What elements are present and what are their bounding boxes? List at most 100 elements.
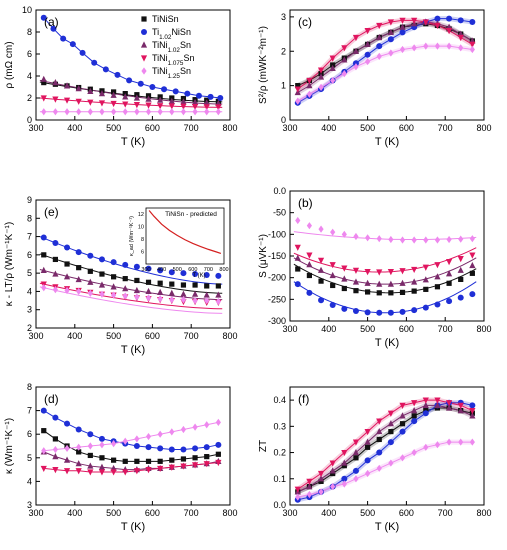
data-point xyxy=(60,35,67,42)
data-point xyxy=(192,108,198,116)
y-axis-label: κ - LT/ρ (Wm⁻¹K⁻¹) xyxy=(4,222,15,306)
data-point xyxy=(306,77,313,85)
y-tick-label: -200 xyxy=(268,273,286,283)
data-point xyxy=(180,103,187,110)
data-point xyxy=(111,457,117,463)
inset: 300 400 500 600 700 800 6 8 10 12 TiNiSn - predict… xyxy=(129,207,229,279)
data-point xyxy=(306,90,312,98)
data-point xyxy=(446,235,452,244)
data-point xyxy=(204,283,210,289)
x-tick-label: 600 xyxy=(399,508,414,518)
data-point xyxy=(411,17,418,24)
x-tick-label: 700 xyxy=(438,508,453,518)
plot-frame xyxy=(35,386,231,506)
x-axis-label: T (K) xyxy=(375,337,399,349)
data-point xyxy=(387,420,394,427)
data-point xyxy=(157,295,163,303)
data-point xyxy=(306,82,313,89)
data-point xyxy=(294,86,301,93)
data-point xyxy=(446,280,452,286)
data-point xyxy=(52,414,59,421)
fit-line xyxy=(39,236,223,285)
data-point xyxy=(399,45,406,54)
x-tick-label: 600 xyxy=(145,508,160,518)
x-tick-label: 400 xyxy=(321,123,336,133)
data-point xyxy=(157,288,164,295)
data-point xyxy=(98,256,105,263)
data-point xyxy=(329,460,336,467)
panel-label: (b) xyxy=(298,196,313,210)
fit-line xyxy=(297,18,473,104)
data-point xyxy=(76,449,82,455)
legend-label-3: TiNi1.075Sn xyxy=(152,53,194,67)
data-point xyxy=(411,266,418,274)
data-point xyxy=(318,83,324,91)
data-point xyxy=(52,108,58,116)
data-point xyxy=(399,23,406,30)
data-point xyxy=(52,256,58,263)
data-point xyxy=(180,456,187,462)
data-point xyxy=(399,279,406,286)
legend-label-2-part: 1.02 xyxy=(168,47,181,54)
x-tick-label: 500 xyxy=(106,508,121,518)
inset-x-tick-label: 600 xyxy=(188,267,197,273)
legend-marker xyxy=(140,55,148,62)
data-point xyxy=(157,430,163,438)
data-point xyxy=(87,289,93,297)
data-point xyxy=(411,407,418,414)
data-point xyxy=(122,101,129,108)
data-point xyxy=(376,309,383,316)
data-point xyxy=(399,289,406,295)
data-point xyxy=(352,278,360,285)
data-point xyxy=(353,63,359,71)
y-axis-label: S²/ρ (mWK⁻²m⁻¹) xyxy=(258,26,269,104)
data-point xyxy=(145,279,152,285)
data-point xyxy=(446,15,453,22)
data-point xyxy=(399,236,406,244)
data-point xyxy=(63,456,71,463)
x-tick-label: 700 xyxy=(184,508,199,518)
plot-frame xyxy=(35,199,231,329)
fit-line xyxy=(39,282,223,310)
panel-e: 300 400 500 600 700 800 T (K) 2 3 4 5 6 7 8 9 κ - LT/ρ … xyxy=(4,195,238,356)
y-tick-label: -50 xyxy=(273,208,286,218)
fit-line xyxy=(43,410,219,451)
data-point xyxy=(376,269,383,276)
data-point xyxy=(192,445,199,452)
data-point xyxy=(317,73,325,80)
data-point xyxy=(133,263,140,270)
data-point xyxy=(422,276,429,283)
data-point xyxy=(469,412,476,419)
fit-line xyxy=(293,263,477,294)
legend: TiNiSnTi1.02NiSnTiNi1.02SnTiNi1.075SnTiN… xyxy=(140,14,194,80)
data-point xyxy=(365,469,371,478)
y-tick-label: 0.2 xyxy=(273,448,286,458)
data-point xyxy=(215,297,221,306)
y-tick-label: 8 xyxy=(27,382,32,392)
data-point xyxy=(157,458,163,464)
legend-label-2-part: TiNi xyxy=(152,40,168,50)
legend-label-1-part: 1.02 xyxy=(159,34,172,41)
data-point xyxy=(69,41,76,48)
data-point xyxy=(98,281,106,288)
fit-line xyxy=(43,451,219,471)
x-tick-label: 800 xyxy=(476,508,491,518)
y-axis-label: S (μVK⁻¹) xyxy=(258,234,269,278)
data-point xyxy=(376,22,383,30)
data-point xyxy=(341,265,348,272)
data-point xyxy=(469,235,475,243)
data-point xyxy=(122,458,128,464)
data-point xyxy=(352,267,360,274)
data-point xyxy=(41,284,47,292)
data-point xyxy=(168,269,175,276)
data-point xyxy=(457,34,464,42)
fit-line xyxy=(297,45,473,102)
data-point xyxy=(295,266,301,272)
data-point xyxy=(352,448,360,456)
fit-line xyxy=(39,253,223,294)
data-point xyxy=(434,401,441,408)
data-point xyxy=(122,276,128,282)
data-point xyxy=(388,235,394,244)
data-point xyxy=(161,86,168,93)
